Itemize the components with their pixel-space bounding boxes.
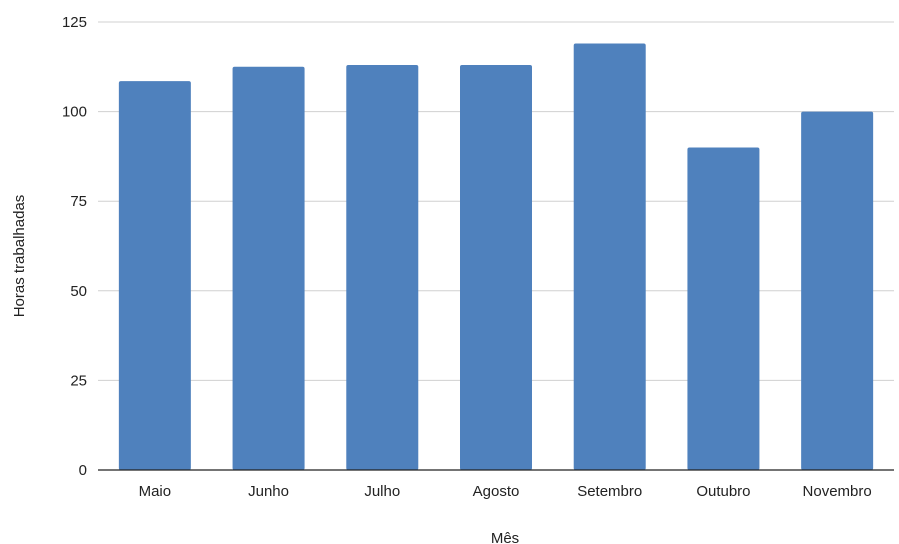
x-category-label: Agosto <box>473 483 520 500</box>
bar-maio <box>119 81 191 470</box>
y-axis-title: Horas trabalhadas <box>11 195 28 318</box>
y-tick-label: 50 <box>70 283 87 300</box>
bar-agosto <box>460 65 532 470</box>
bar-novembro <box>801 112 873 470</box>
x-category-label: Outubro <box>696 483 750 500</box>
x-category-label: Setembro <box>577 483 642 500</box>
y-tick-label: 125 <box>62 14 87 31</box>
x-category-label: Junho <box>248 483 289 500</box>
x-category-label: Maio <box>139 483 172 500</box>
y-tick-label: 75 <box>70 193 87 210</box>
bar-setembro <box>574 44 646 470</box>
bar-outubro <box>687 147 759 470</box>
x-axis-title: Mês <box>491 530 519 544</box>
y-tick-label: 25 <box>70 372 87 389</box>
x-category-label: Novembro <box>803 483 872 500</box>
bars <box>119 44 873 470</box>
y-tick-labels: 0 25 50 75 100 125 <box>62 14 87 479</box>
bar-junho <box>233 67 305 470</box>
y-tick-label: 100 <box>62 104 87 121</box>
y-tick-label: 0 <box>79 462 87 479</box>
bar-julho <box>346 65 418 470</box>
x-category-labels: Maio Junho Julho Agosto Setembro Outubro Novem… <box>139 483 872 500</box>
x-category-label: Julho <box>364 483 400 500</box>
